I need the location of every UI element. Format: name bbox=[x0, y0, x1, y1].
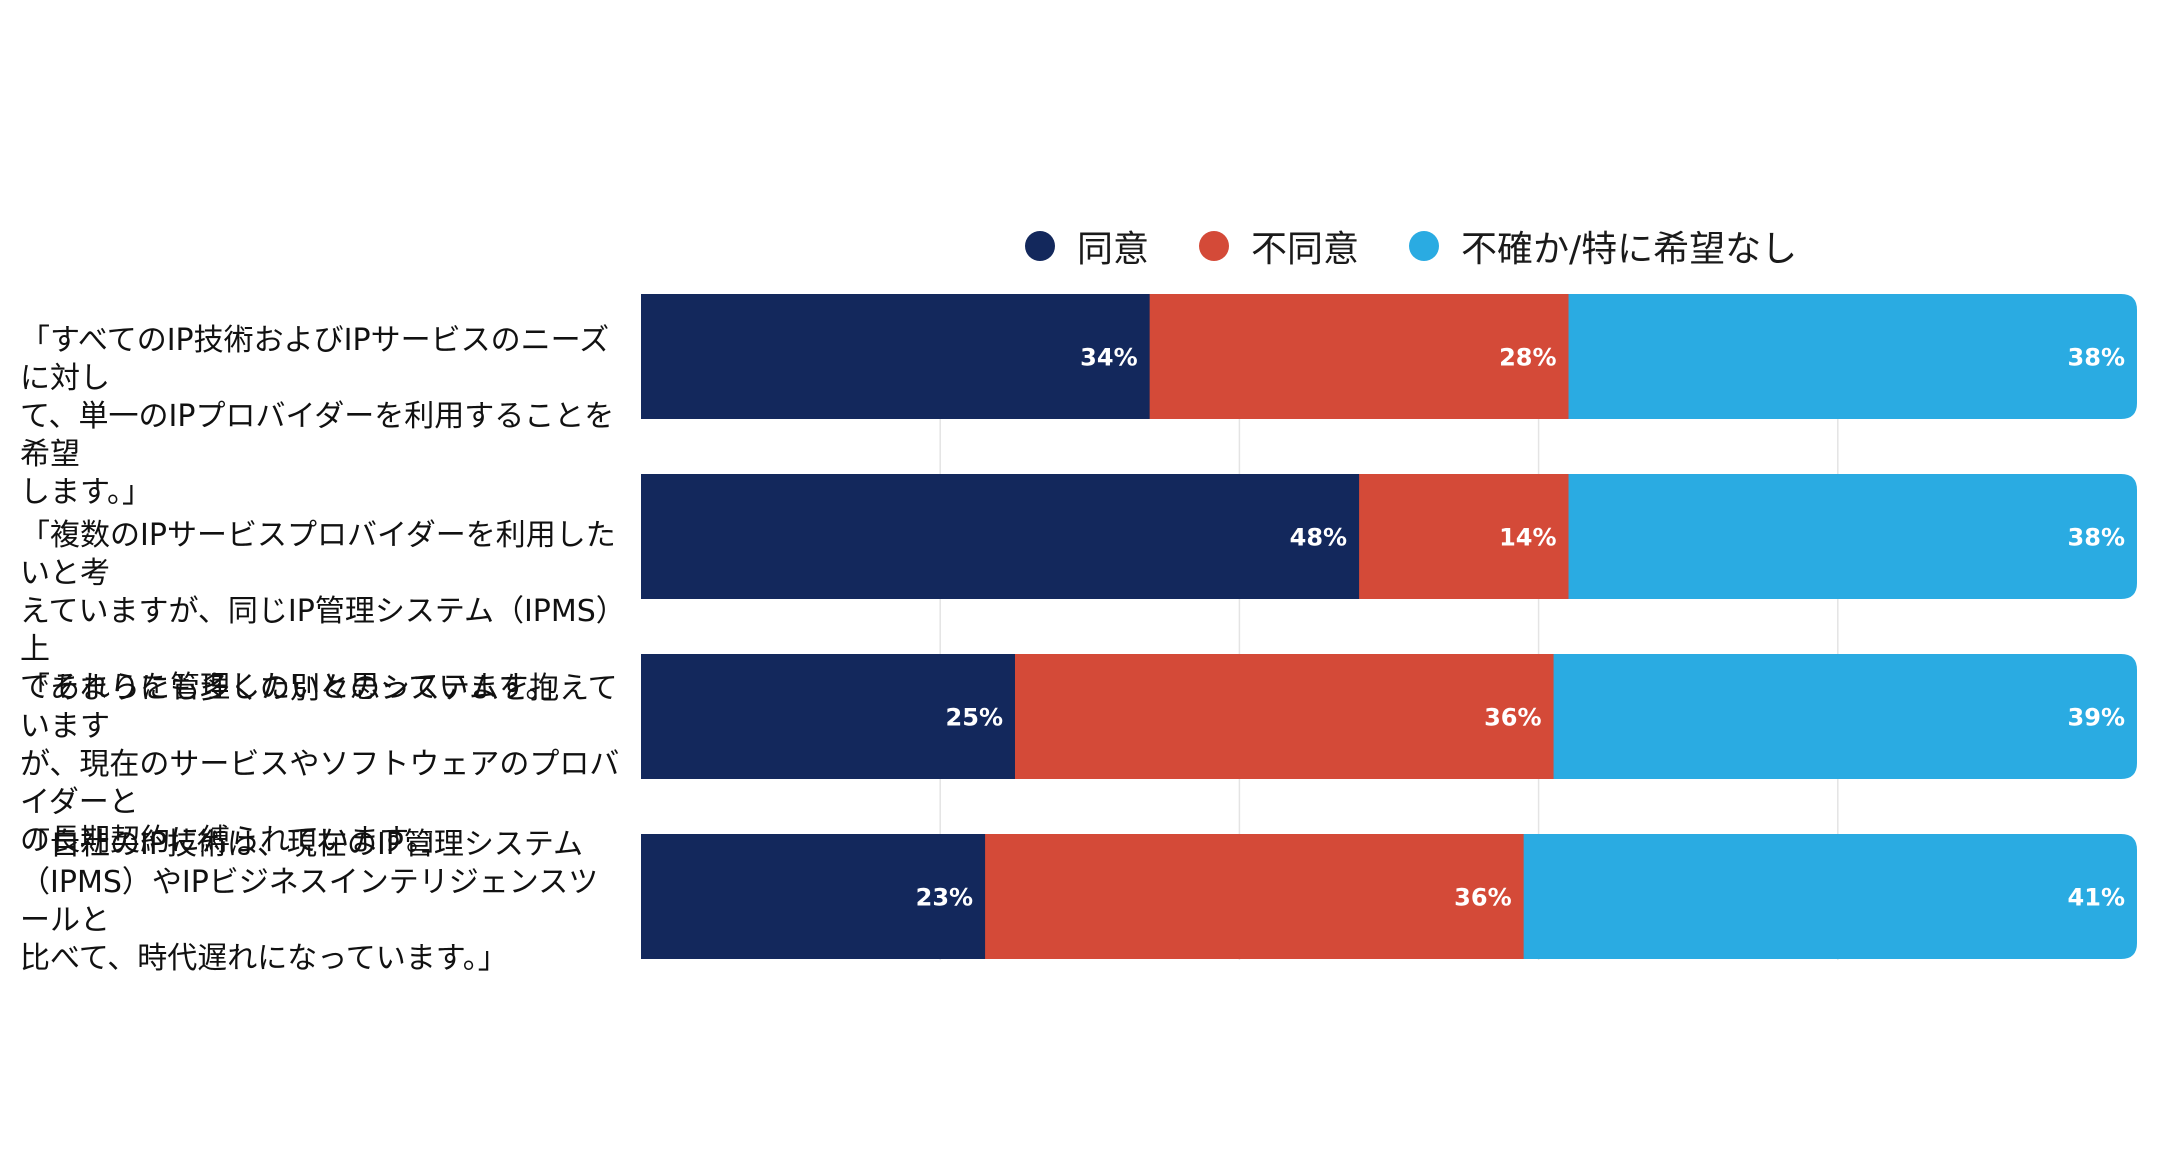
data-label-row2-series1: 36% bbox=[1484, 704, 1541, 732]
data-label-row0-series1: 28% bbox=[1499, 344, 1556, 372]
bar-segment-row3-series1 bbox=[985, 834, 1524, 959]
data-label-row2-series2: 39% bbox=[2068, 704, 2125, 732]
data-label-row1-series1: 14% bbox=[1499, 524, 1556, 552]
data-label-row0-series0: 34% bbox=[1080, 344, 1137, 372]
data-label-row3-series0: 23% bbox=[916, 884, 973, 912]
data-label-row3-series1: 36% bbox=[1454, 884, 1511, 912]
bar-segment-row1-series2 bbox=[1569, 474, 2137, 599]
data-label-row3-series2: 41% bbox=[2068, 884, 2125, 912]
bar-segment-row0-series0 bbox=[641, 294, 1150, 419]
data-label-row1-series2: 38% bbox=[2068, 524, 2125, 552]
bar-segment-row1-series0 bbox=[641, 474, 1360, 599]
bar-segment-row2-series1 bbox=[1015, 654, 1554, 779]
data-label-row0-series2: 38% bbox=[2068, 344, 2125, 372]
bar-segment-row3-series2 bbox=[1524, 834, 2137, 959]
data-label-row2-series0: 25% bbox=[946, 704, 1003, 732]
data-label-row1-series0: 48% bbox=[1290, 524, 1347, 552]
bar-segment-row0-series2 bbox=[1569, 294, 2137, 419]
bar-segment-row2-series2 bbox=[1554, 654, 2137, 779]
